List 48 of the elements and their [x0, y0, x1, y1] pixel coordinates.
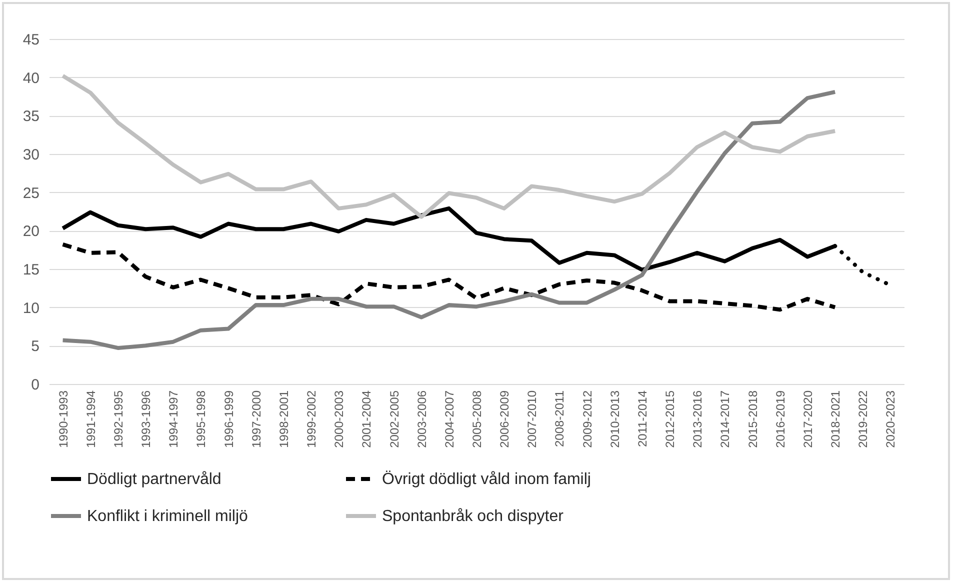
y-tick-label: 5 [31, 338, 40, 356]
x-tick-label: 2000-2003 [332, 390, 346, 448]
x-tick-label: 1996-1999 [222, 390, 236, 448]
x-tick-label: 2016-2019 [773, 390, 788, 448]
x-tick-label: 2001-2004 [360, 390, 374, 448]
x-tick-label: 2012-2015 [663, 390, 678, 448]
x-tick-label: 1998-2001 [276, 390, 291, 448]
x-tick-label: 1994-1997 [166, 390, 181, 448]
x-tick-label: 1992-1995 [111, 390, 126, 448]
x-tick-label: 1990-1993 [56, 390, 70, 448]
x-tick-label: 2018-2021 [828, 390, 843, 448]
y-tick-label: 10 [22, 300, 40, 317]
y-tick-label: 15 [22, 262, 40, 278]
x-tick-label: 2017-2020 [800, 390, 815, 448]
y-tick-label: 25 [22, 184, 40, 202]
line-series [60, 74, 838, 219]
x-tick-label: 2019-2022 [856, 390, 870, 448]
y-tick-label: 30 [22, 146, 40, 164]
legend-label: Övrigt dödligt våld inom familj [382, 470, 591, 488]
x-tick-label: 2007-2010 [525, 390, 540, 448]
line-series [60, 90, 838, 350]
legend-label: Konflikt i kriminell miljö [87, 508, 248, 525]
x-tick-label: 1991-1994 [84, 390, 98, 448]
y-tick-label: 45 [22, 32, 40, 48]
x-tick-label: 2013-2016 [690, 390, 705, 448]
line-series [60, 242, 838, 312]
x-tick-label: 1997-2000 [249, 390, 264, 448]
y-tick-label: 0 [31, 376, 40, 394]
legend-label: Dödligt partnervåld [87, 471, 222, 488]
y-tick-label: 40 [22, 70, 40, 87]
x-tick-label: 2015-2018 [746, 390, 760, 448]
x-tick-label: 2008-2011 [552, 390, 567, 447]
x-tick-label: 2004-2007 [442, 390, 456, 448]
x-tick-label: 2005-2008 [470, 390, 484, 448]
y-tick-label: 35 [22, 108, 40, 126]
x-tick-label: 2006-2009 [498, 390, 512, 448]
x-tick-label: 1993-1996 [139, 390, 154, 448]
legend-label: Spontanbråk och dispyter [382, 508, 564, 525]
x-tick-label: 2002-2005 [387, 390, 402, 448]
x-tick-label: 2003-2006 [414, 390, 429, 448]
x-tick-label: 1995-1998 [194, 390, 208, 448]
x-tick-label: 2009-2012 [580, 390, 594, 448]
x-tick-label: 2010-2013 [608, 390, 622, 448]
x-tick-label: 2011-2014 [635, 390, 650, 447]
x-tick-label: 1999-2002 [304, 390, 319, 448]
x-tick-label: 2020-2023 [884, 390, 898, 448]
x-tick-label: 2014-2017 [718, 390, 732, 448]
y-tick-label: 20 [22, 223, 40, 240]
